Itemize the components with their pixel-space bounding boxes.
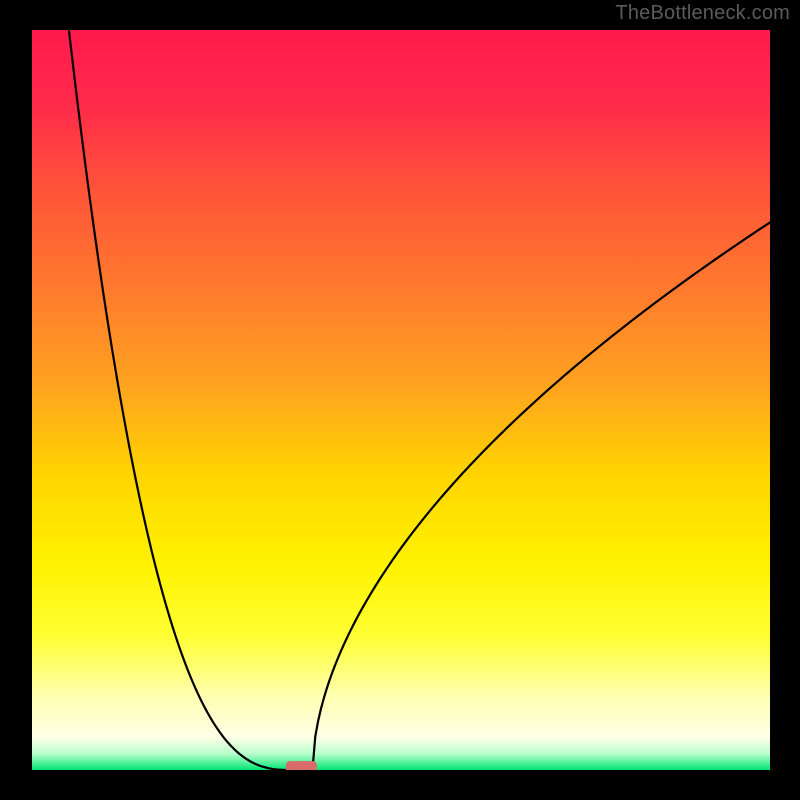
chart-container: TheBottleneck.com (0, 0, 800, 800)
watermark-text: TheBottleneck.com (615, 2, 790, 25)
bottleneck-curve-chart (32, 30, 770, 770)
gradient-background (32, 30, 770, 770)
optimal-marker (286, 761, 317, 770)
plot-area (32, 30, 770, 770)
